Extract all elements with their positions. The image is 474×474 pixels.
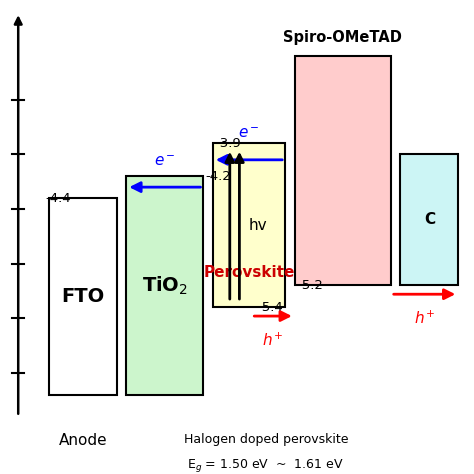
Bar [127,176,203,395]
Text: C: C [424,212,435,228]
Text: h$^+$: h$^+$ [414,310,435,327]
Text: TiO$_2$: TiO$_2$ [142,274,188,297]
Text: -3.9: -3.9 [215,137,241,150]
Text: e$^-$: e$^-$ [154,154,175,169]
Text: -5.4: -5.4 [257,301,283,314]
Bar [295,56,391,285]
Text: Spiro-OMeTAD: Spiro-OMeTAD [283,30,402,45]
Text: E$_g$ = 1.50 eV  ~  1.61 eV: E$_g$ = 1.50 eV ~ 1.61 eV [188,457,344,474]
Text: hv: hv [249,218,268,233]
Bar [401,155,458,285]
Text: -4.2: -4.2 [206,170,231,182]
Text: e$^-$: e$^-$ [238,126,260,141]
Text: h$^+$: h$^+$ [262,331,284,349]
Text: Halogen doped perovskite: Halogen doped perovskite [183,433,348,446]
Bar [49,198,117,395]
Text: FTO: FTO [62,287,105,306]
Text: -4.4: -4.4 [46,191,71,205]
Text: Perovskite: Perovskite [203,265,295,280]
Bar [213,144,285,307]
Text: Anode: Anode [59,433,108,448]
Text: -5.2: -5.2 [297,279,323,292]
